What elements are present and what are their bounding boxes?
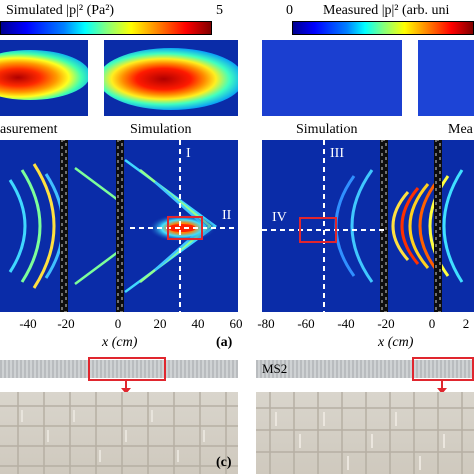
colorbar-right [292,21,474,35]
pressure-map-left-graphic [8,140,238,312]
colorbar-right-title: Measured |p|² (arb. uni [323,3,450,18]
sample-label: MS2 [262,361,288,376]
pressure-map-right: III IV [262,140,474,312]
highlight-box-right [412,357,474,381]
highlight-box-left [88,357,166,381]
colorbar-left-max: 5 [216,3,223,18]
tick-right-3: -20 [377,316,395,331]
tick-left-4: 40 [191,316,205,331]
marker-II: II [222,208,232,223]
tick-right-0: -80 [257,316,275,331]
panel-label-a: (a) [216,335,233,350]
marker-IV: IV [272,210,287,225]
photo-left: (c) [0,392,238,474]
arrow-left-stem [125,381,127,389]
photo-left-pattern [0,392,238,474]
pressure-map-right-graphic [262,140,464,312]
label-simulation-right: Simulation [296,122,358,137]
sample-strip-right [256,360,474,378]
label-measurement-left: asurement [0,122,58,137]
arrow-right-head [437,388,447,394]
tick-left-0: -40 [19,316,37,331]
tick-left-2: 0 [114,316,122,331]
colorbar-left [0,21,212,35]
colorbar-right-min: 0 [286,3,293,18]
xlabel-right-text: x (cm) [378,335,414,350]
xlabel-left-text: x (cm) [102,335,138,350]
tick-right-2: -40 [337,316,355,331]
tick-left-1: -20 [57,316,75,331]
label-simulation-left: Simulation [130,122,192,137]
tick-right-4: 0 [428,316,436,331]
photo-right-pattern [256,392,474,474]
field-map-top-2 [104,40,238,116]
label-measurement-right: Mea [448,122,473,137]
photo-right [256,392,474,474]
sample-strip-left [0,360,238,378]
field-map-top-4 [418,40,474,116]
marker-I: I [186,146,191,161]
field-map-top-1 [0,40,88,116]
xlabel-left: x (cm) [102,336,137,350]
tick-left-3: 20 [153,316,167,331]
colorbar-left-title: Simulated |p|² (Pa²) [6,3,115,18]
arrow-left-head [121,388,131,394]
panel-label-c: (c) [216,455,232,470]
marker-III: III [330,146,344,161]
tick-right-1: -60 [297,316,315,331]
xlabel-right: x (cm) [378,336,413,350]
field-map-top-3 [262,40,402,116]
pressure-map-left: I II [0,140,238,312]
tick-right-5: 2 [462,316,470,331]
tick-left-5: 60 [229,316,243,331]
arrow-right-stem [441,381,443,389]
